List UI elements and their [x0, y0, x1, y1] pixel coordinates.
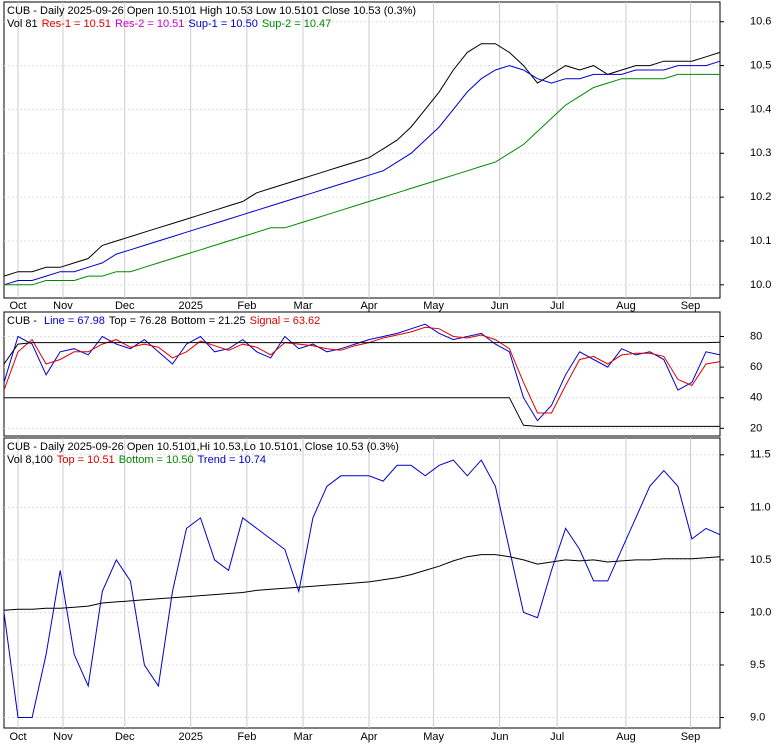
panel-legend: Vol 81 Res-1 = 10.51 Res-2 = 10.51 Sup-1 = … — [7, 18, 331, 30]
x-tick-label: Feb — [237, 300, 256, 312]
legend-entry: Vol 81 — [7, 18, 38, 30]
y-tick-label: 10.5 — [750, 59, 771, 71]
panel-title: CUB - Daily 2025-09-26 Open 10.5101 High… — [7, 5, 416, 17]
panel-title: CUB - Line = 67.98 Top = 76.28 Bottom = 21… — [7, 315, 320, 327]
y-tick-label: 10.5 — [750, 554, 771, 566]
x-tick-label: Nov — [53, 731, 73, 743]
x-tick-label: Aug — [616, 300, 636, 312]
series-line — [3, 459, 721, 718]
legend-entry: Vol 8,100 — [7, 454, 53, 466]
x-tick-label: Nov — [53, 300, 73, 312]
y-tick-label: 9.0 — [750, 711, 765, 723]
y-tick-label: 10.4 — [750, 103, 771, 115]
panel-frame — [3, 1, 721, 299]
y-tick-label: 10.1 — [750, 235, 771, 247]
y-tick-label: 9.5 — [750, 659, 765, 671]
title-text: CUB - — [7, 315, 40, 327]
y-tick-label: 10.0 — [750, 606, 771, 618]
x-tick-label: Aug — [616, 731, 636, 743]
x-tick-label: Mar — [294, 731, 313, 743]
y-tick-label: 10.2 — [750, 191, 771, 203]
series-line — [3, 43, 721, 277]
legend-entry: Sup-1 = 10.50 — [188, 18, 257, 30]
panel-title: CUB - Daily 2025-09-26 Open 10.5101,Hi 1… — [7, 441, 399, 453]
x-tick-label: 2025 — [178, 300, 202, 312]
title-text: CUB - Daily 2025-09-26 Open 10.5101 High… — [7, 5, 416, 17]
x-tick-label: Oct — [9, 731, 26, 743]
legend-entry: Bottom = 21.25 — [171, 315, 246, 327]
series-line — [3, 323, 721, 422]
legend-entry: Bottom = 10.50 — [119, 454, 194, 466]
panel-frame — [3, 311, 721, 437]
y-tick-label: 80 — [750, 330, 762, 342]
x-tick-label: Apr — [360, 731, 377, 743]
x-tick-label: Jul — [550, 300, 564, 312]
x-tick-label: Oct — [9, 300, 26, 312]
legend-entry: Trend = 10.74 — [198, 454, 266, 466]
x-tick-label: Dec — [115, 731, 135, 743]
x-tick-label: Sep — [681, 731, 701, 743]
x-tick-label: May — [423, 300, 444, 312]
x-tick-label: May — [423, 731, 444, 743]
y-tick-label: 10.3 — [750, 147, 771, 159]
y-tick-label: 20 — [750, 422, 762, 434]
legend-entry: Res-2 = 10.51 — [115, 18, 184, 30]
series-line — [3, 60, 721, 286]
series-line — [3, 554, 721, 611]
x-tick-label: Feb — [237, 731, 256, 743]
y-tick-label: 11.0 — [750, 501, 771, 513]
x-tick-label: 2025 — [178, 731, 202, 743]
legend-entry: Sup-2 = 10.47 — [262, 18, 331, 30]
legend-entry: Line = 67.98 — [44, 315, 105, 327]
series-line — [4, 397, 720, 427]
x-tick-label: Sep — [681, 300, 701, 312]
y-tick-label: 60 — [750, 361, 762, 373]
x-tick-label: Jun — [491, 731, 509, 743]
panel-legend: Vol 8,100 Top = 10.51 Bottom = 10.50 Trend … — [7, 454, 266, 466]
y-tick-label: 10.6 — [750, 16, 771, 28]
legend-entry: Res-1 = 10.51 — [42, 18, 111, 30]
title-text: CUB - Daily 2025-09-26 Open 10.5101,Hi 1… — [7, 441, 399, 453]
y-tick-label: 10.0 — [750, 279, 771, 291]
legend-entry: Top = 76.28 — [109, 315, 167, 327]
x-tick-label: Mar — [294, 300, 313, 312]
panel-frame — [3, 437, 721, 729]
series-line — [3, 326, 721, 414]
y-tick-label: 11.5 — [750, 449, 771, 461]
x-tick-label: Apr — [360, 300, 377, 312]
legend-entry: Signal = 63.62 — [250, 315, 321, 327]
series-line — [3, 341, 721, 365]
y-tick-label: 40 — [750, 392, 762, 404]
x-tick-label: Jun — [491, 300, 509, 312]
x-tick-label: Jul — [550, 731, 564, 743]
series-line — [4, 73, 720, 286]
legend-entry: Top = 10.51 — [57, 454, 115, 466]
x-tick-label: Dec — [115, 300, 135, 312]
